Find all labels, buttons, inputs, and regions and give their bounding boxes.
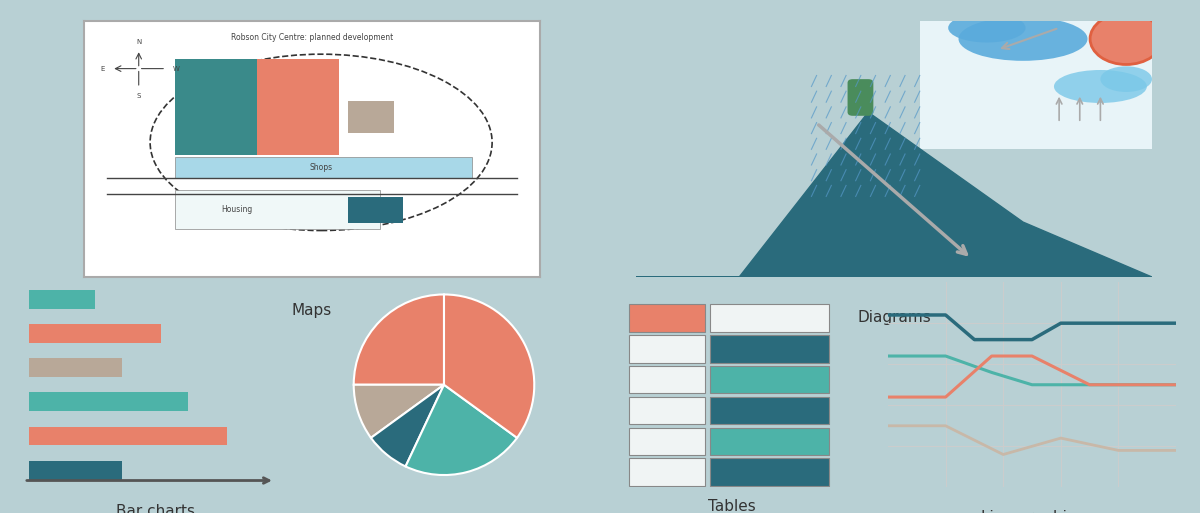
Bar	[710, 427, 829, 455]
Bar	[710, 366, 829, 393]
Bar	[29, 461, 121, 480]
Bar	[29, 290, 95, 309]
Bar	[257, 59, 340, 155]
Bar	[29, 358, 121, 377]
Bar	[629, 458, 706, 486]
Bar	[710, 397, 829, 424]
Text: N: N	[136, 38, 142, 45]
Bar	[629, 304, 706, 332]
Ellipse shape	[959, 17, 1087, 61]
Text: S: S	[137, 93, 140, 98]
FancyBboxPatch shape	[847, 79, 874, 116]
Bar	[629, 427, 706, 455]
Text: W: W	[173, 66, 180, 72]
Bar	[348, 101, 394, 133]
Text: Line graphics: Line graphics	[980, 510, 1084, 513]
Wedge shape	[354, 294, 444, 385]
Text: E: E	[100, 66, 104, 72]
Text: Housing: Housing	[221, 205, 252, 214]
Bar	[29, 324, 161, 343]
Bar	[710, 458, 829, 486]
Bar	[175, 190, 380, 229]
Wedge shape	[444, 294, 534, 438]
Bar	[710, 335, 829, 363]
Circle shape	[1090, 13, 1163, 65]
Polygon shape	[636, 112, 1152, 277]
Text: Robson City Centre: planned development: Robson City Centre: planned development	[230, 33, 394, 43]
Bar	[175, 157, 472, 177]
Ellipse shape	[1054, 70, 1147, 103]
Wedge shape	[371, 385, 444, 466]
Ellipse shape	[1100, 66, 1152, 92]
Bar	[919, 21, 1152, 149]
Bar	[29, 392, 187, 411]
Bar	[710, 304, 829, 332]
Bar	[29, 427, 227, 445]
Bar	[629, 397, 706, 424]
Text: Bar charts: Bar charts	[116, 504, 196, 513]
Text: Tables: Tables	[708, 499, 756, 513]
Wedge shape	[354, 385, 444, 438]
Text: Diagrams: Diagrams	[857, 310, 931, 325]
Text: Maps: Maps	[292, 303, 332, 318]
Wedge shape	[406, 385, 517, 475]
Bar	[629, 335, 706, 363]
Bar	[629, 366, 706, 393]
Ellipse shape	[948, 13, 1026, 43]
Bar	[348, 197, 403, 223]
Bar	[175, 59, 257, 155]
Text: Shops: Shops	[310, 163, 332, 171]
